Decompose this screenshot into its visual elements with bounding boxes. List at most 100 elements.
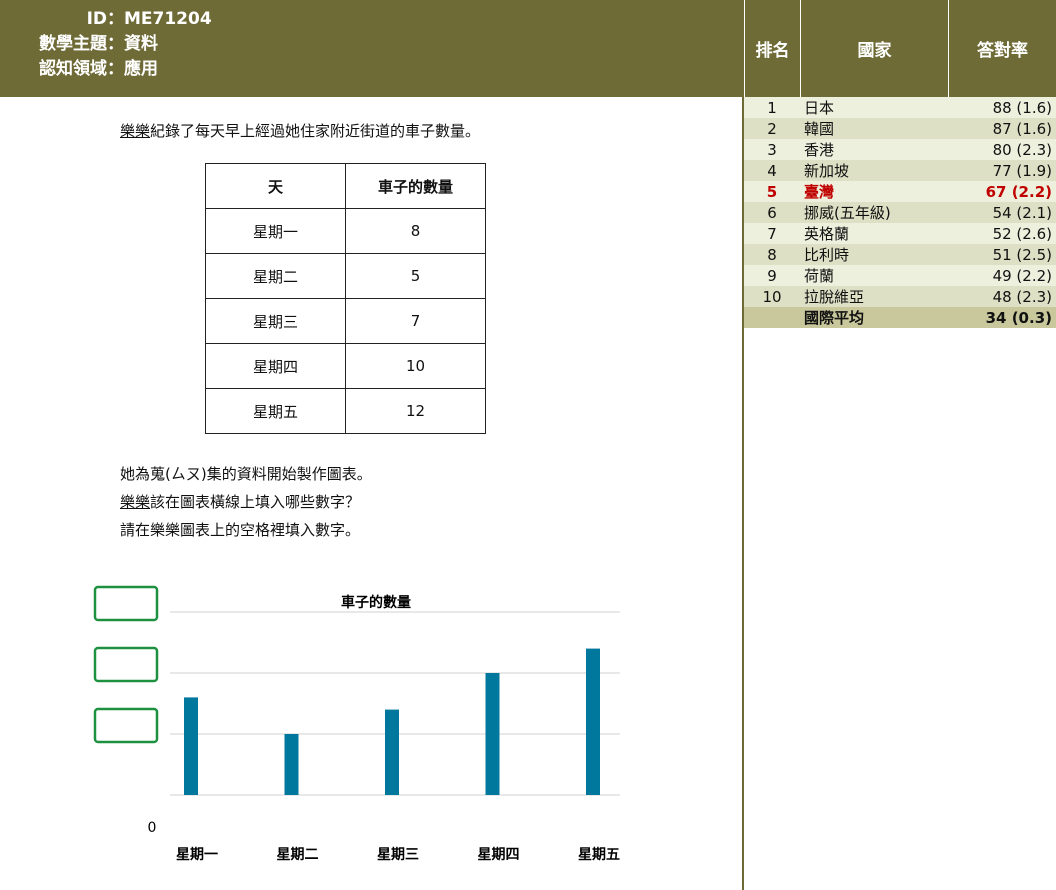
cell: 8 — [345, 208, 486, 254]
table-row: 星期五 12 — [205, 388, 486, 434]
ranking-row: 7 英格蘭 52 (2.6) — [744, 223, 1056, 244]
intro: 樂樂紀錄了每天早上經過她住家附近街道的車子數量。 — [120, 120, 480, 141]
bar — [485, 673, 500, 795]
cell: 拉脫維亞 — [804, 288, 865, 306]
question-line: 樂樂該在圖表橫線上填入哪些數字？ — [120, 491, 360, 512]
x-tick-label: 星期五 — [578, 847, 620, 863]
average-row: 國際平均 34 (0.3) — [744, 307, 1056, 328]
ranking-row: 5 臺灣 67 (2.2) — [744, 181, 1056, 202]
cell: 荷蘭 — [804, 267, 835, 285]
cell: 日本 — [804, 99, 835, 117]
cell: 87 (1.6) — [992, 119, 1052, 138]
ranking-row: 9 荷蘭 49 (2.2) — [744, 265, 1056, 286]
question-text: 請在樂樂圖表上的空格裡填入數字。 — [120, 521, 361, 539]
chart: 車子的數量 0 星期一 星期二 星期三 星期四 星期五 — [93, 585, 620, 863]
cell: 星期四 — [205, 343, 346, 389]
cell: 3 — [767, 140, 777, 159]
bar — [184, 697, 198, 795]
table-row: 星期四 10 — [205, 343, 486, 389]
ranking-row: 3 香港 80 (2.3) — [744, 139, 1056, 160]
ranking-row: 2 韓國 87 (1.6) — [744, 118, 1056, 139]
table-row: 星期一 8 — [205, 208, 486, 254]
cell: 2 — [767, 119, 777, 138]
header-field: ID：ME71204 — [0, 7, 212, 32]
cell: 6 — [767, 203, 777, 222]
x-tick-label: 星期三 — [377, 847, 419, 863]
cell: 比利時 — [804, 246, 850, 264]
ranking-row: 8 比利時 51 (2.5) — [744, 244, 1056, 265]
bar — [586, 648, 600, 795]
intro-text: 紀錄了每天早上經過她住家附近街道的車子數量。 — [150, 122, 481, 140]
header-cell: 車子的數量 — [345, 163, 486, 209]
cell: 4 — [767, 161, 777, 180]
field-label: 數學主題： — [39, 34, 124, 54]
x-tick-label: 星期一 — [176, 847, 218, 863]
cell: 臺灣 — [804, 183, 835, 201]
answer-box — [93, 585, 159, 622]
column-header: 排名 — [744, 0, 800, 97]
cell: 8 — [767, 245, 777, 264]
cell: 星期二 — [205, 253, 346, 299]
field-value: ME71204 — [124, 9, 212, 29]
ranking-header: 排名 國家 答對率 — [744, 0, 1056, 97]
cell: 星期五 — [205, 388, 346, 434]
header-cell: 天 — [205, 163, 346, 209]
cell: 88 (1.6) — [992, 98, 1052, 117]
cell: 51 (2.5) — [992, 245, 1052, 264]
ranking-row: 10 拉脫維亞 48 (2.3) — [744, 286, 1056, 307]
question-text: 該在圖表橫線上填入哪些數字？ — [150, 493, 361, 511]
name: 樂樂 — [120, 122, 151, 140]
cell: 星期三 — [205, 298, 346, 344]
ranking-row: 1 日本 88 (1.6) — [744, 97, 1056, 118]
table-row: 星期二 5 — [205, 253, 486, 299]
cell: 49 (2.2) — [992, 266, 1052, 285]
table-header: 天車子的數量 — [205, 163, 486, 209]
cell: 10 — [762, 287, 782, 306]
data-table: 天車子的數量 星期一 8 星期二 5 星期三 7 星期四 10 星期五 12 — [205, 163, 486, 434]
cell: 1 — [767, 98, 777, 117]
cell: 54 (2.1) — [992, 203, 1052, 222]
field-value: 應用 — [124, 59, 158, 79]
field-label: ID： — [86, 9, 124, 29]
cell — [744, 307, 800, 328]
y-tick-label: 0 — [148, 820, 157, 836]
cell: 80 (2.3) — [992, 140, 1052, 159]
chart-title: 車子的數量 — [341, 594, 411, 611]
x-tick-label: 星期四 — [478, 847, 520, 863]
ranking-row: 4 新加坡 77 (1.9) — [744, 160, 1056, 181]
name: 樂樂 — [120, 493, 151, 511]
cell: 英格蘭 — [804, 225, 850, 243]
ranking-row: 6 挪威(五年級) 54 (2.1) — [744, 202, 1056, 223]
cell: 挪威(五年級) — [804, 204, 891, 222]
question-text: 她為蒐(ㄙㄡ)集的資料開始製作圖表。 — [120, 465, 372, 483]
cell: 67 (2.2) — [985, 182, 1052, 201]
cell: 52 (2.6) — [992, 224, 1052, 243]
divider — [742, 0, 744, 890]
bar — [385, 709, 399, 795]
cell: 韓國 — [804, 120, 835, 138]
cell: 9 — [767, 266, 777, 285]
cell: 星期一 — [205, 208, 346, 254]
cell: 香港 — [804, 141, 835, 159]
question-line: 她為蒐(ㄙㄡ)集的資料開始製作圖表。 — [120, 463, 372, 484]
left-header: ID：ME71204 數學主題：資料 認知領域：應用 — [0, 0, 742, 97]
field-value: 資料 — [124, 34, 158, 54]
column-header: 答對率 — [948, 0, 1056, 97]
cell: 國際平均 — [804, 309, 865, 327]
bar — [284, 734, 299, 795]
cell: 7 — [345, 298, 486, 344]
table-row: 星期三 7 — [205, 298, 486, 344]
cell: 77 (1.9) — [992, 161, 1052, 180]
cell: 12 — [345, 388, 486, 434]
cell: 新加坡 — [804, 162, 850, 180]
question-line: 請在樂樂圖表上的空格裡填入數字。 — [120, 519, 360, 540]
cell: 34 (0.3) — [985, 308, 1052, 327]
cell: 48 (2.3) — [992, 287, 1052, 306]
cell: 5 — [345, 253, 486, 299]
x-tick-label: 星期二 — [277, 847, 319, 863]
cell: 5 — [766, 182, 778, 201]
cell: 7 — [767, 224, 777, 243]
answer-box — [93, 646, 159, 683]
column-header: 國家 — [800, 0, 948, 97]
